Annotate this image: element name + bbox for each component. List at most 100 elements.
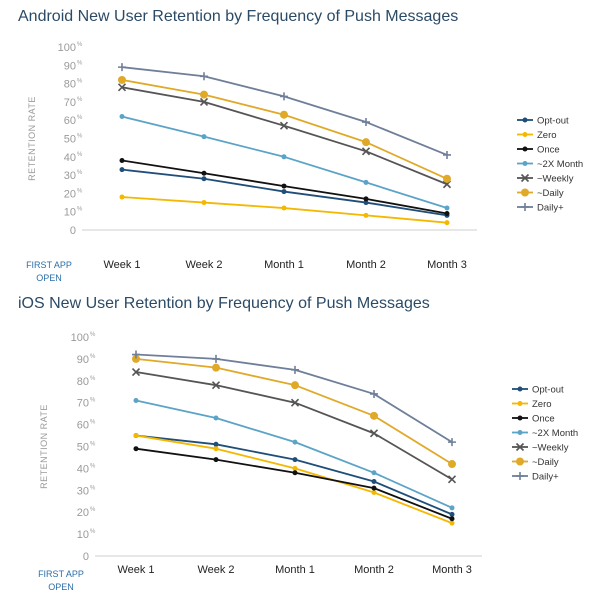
data-point	[279, 121, 289, 130]
legend-marker	[516, 457, 524, 466]
series-line	[135, 353, 453, 443]
y-tick-label: 60	[64, 115, 76, 127]
y-tick-label: 50	[77, 442, 89, 454]
first-app-open-label: FIRST APP	[26, 260, 72, 270]
legend: Opt-out Zero Once ~2X Month ~Weekly ~Daily Dai…	[512, 385, 578, 483]
legend-label: Opt-out	[532, 385, 564, 396]
data-point	[212, 354, 220, 363]
legend: Opt-out Zero Once ~2X Month ~Weekly ~Daily Dai…	[517, 116, 583, 214]
y-tick-percent: %	[77, 60, 83, 66]
data-point	[132, 354, 140, 363]
legend-item: Daily+	[512, 472, 559, 483]
y-tick-label: 20	[64, 188, 76, 200]
data-point	[370, 411, 378, 420]
data-point	[444, 220, 450, 226]
y-tick-percent: %	[90, 354, 96, 360]
y-tick-label: 90	[64, 60, 76, 72]
data-point	[132, 350, 140, 359]
y-tick-percent: %	[90, 463, 96, 469]
ios-retention-chart: iOS New User Retention by Frequency of P…	[0, 295, 600, 600]
data-point	[291, 365, 299, 374]
first-app-open-label: OPEN	[36, 273, 62, 283]
legend-item: ~Weekly	[517, 174, 574, 185]
legend-label: ~2X Month	[537, 159, 583, 170]
x-tick-label: Week 2	[185, 259, 222, 271]
data-point	[370, 389, 378, 398]
y-tick-percent: %	[77, 188, 83, 194]
legend-label: ~2X Month	[532, 428, 578, 439]
series-2x-month	[119, 114, 450, 211]
legend-item: ~2X Month	[512, 428, 578, 439]
y-tick-label: 50	[64, 134, 76, 146]
y-axis-label: RETENTION RATE	[39, 404, 49, 489]
android-chart-svg: 010 %20 %30 %40 %50 %60 %70 %80 %90 %100 %RETENTIO…	[26, 42, 583, 283]
y-tick-percent: %	[77, 152, 83, 158]
x-tick-label: Month 2	[354, 564, 394, 576]
x-tick-label: Month 3	[432, 564, 472, 576]
data-point	[363, 179, 369, 185]
y-tick-label: 30	[64, 170, 76, 182]
y-tick-label: 80	[77, 376, 89, 388]
data-point	[291, 381, 299, 390]
series-line	[135, 434, 453, 524]
data-point	[133, 398, 139, 404]
series-line	[121, 115, 448, 209]
legend-label: ~Weekly	[537, 174, 574, 185]
legend-label: Zero	[537, 130, 557, 141]
legend-marker	[517, 430, 523, 435]
data-point	[449, 511, 455, 517]
legend-item: ~Weekly	[512, 443, 569, 454]
series-line	[135, 399, 453, 509]
data-point	[449, 516, 455, 522]
legend-item: Once	[517, 145, 560, 156]
legend-label: Daily+	[532, 472, 559, 483]
x-tick-label: Week 1	[103, 259, 140, 271]
data-point	[280, 110, 288, 119]
y-tick-percent: %	[90, 485, 96, 491]
legend-marker	[522, 117, 528, 123]
data-point	[200, 72, 208, 81]
legend-marker	[515, 442, 525, 452]
y-tick-percent: %	[90, 442, 96, 448]
x-tick-label: Month 3	[427, 259, 467, 271]
data-point	[281, 154, 287, 160]
legend-item: ~2X Month	[517, 159, 583, 170]
legend-label: ~Weekly	[532, 443, 569, 454]
data-point	[118, 63, 126, 72]
first-app-open-label: OPEN	[48, 582, 74, 592]
data-point	[444, 211, 450, 217]
legend-marker	[522, 161, 528, 166]
data-point	[280, 92, 288, 101]
y-tick-label: 90	[77, 354, 89, 366]
series-daily	[132, 350, 456, 447]
legend-label: ~Daily	[537, 188, 564, 199]
data-point	[212, 363, 220, 372]
legend-marker	[517, 401, 523, 406]
y-tick-label: 10	[77, 529, 89, 541]
data-point	[117, 83, 127, 92]
y-tick-label: 100	[71, 332, 89, 344]
y-tick-percent: %	[90, 332, 96, 338]
data-point	[133, 433, 139, 439]
data-point	[133, 446, 139, 452]
y-tick-percent: %	[90, 529, 96, 535]
y-tick-percent: %	[90, 507, 96, 513]
data-point	[362, 138, 370, 147]
legend-marker	[522, 132, 528, 137]
data-point	[292, 457, 298, 463]
legend-item: ~Daily	[517, 188, 564, 199]
data-point	[201, 134, 207, 140]
series-once	[133, 446, 455, 522]
data-point	[363, 212, 369, 218]
series-weekly	[117, 83, 452, 189]
y-tick-percent: %	[77, 170, 83, 176]
data-point	[448, 438, 456, 447]
android-retention-chart: Android New User Retention by Frequency …	[0, 0, 600, 295]
legend-marker	[517, 386, 523, 392]
data-point	[281, 205, 287, 211]
y-tick-label: 40	[64, 152, 76, 164]
y-axis-label: RETENTION RATE	[27, 96, 37, 181]
series-opt-out	[133, 433, 455, 517]
data-point	[369, 429, 379, 438]
y-tick-percent: %	[77, 42, 83, 48]
